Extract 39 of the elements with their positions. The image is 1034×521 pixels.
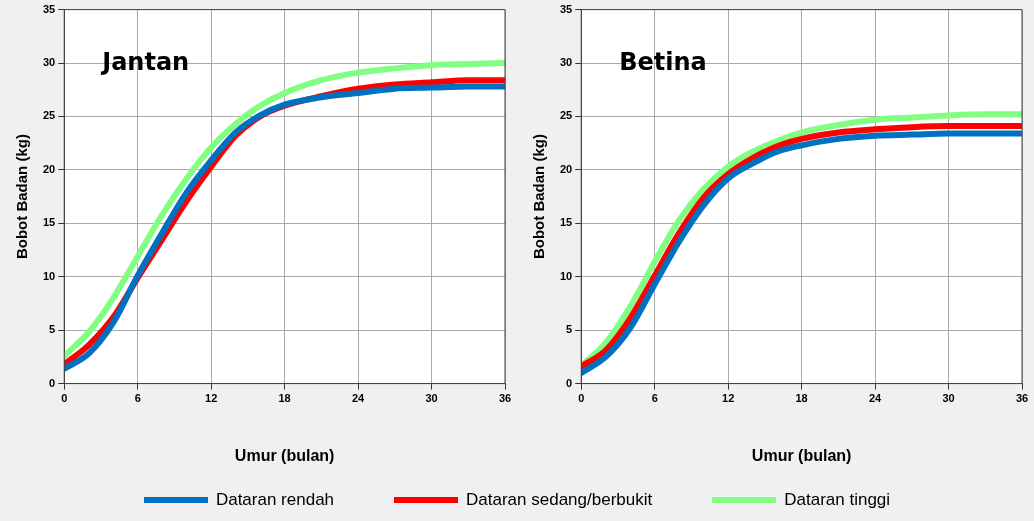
legend-label: Dataran rendah bbox=[215, 489, 335, 510]
y-tick-label: 30 bbox=[42, 56, 56, 69]
y-tick-label: 0 bbox=[566, 376, 573, 389]
y-tick-label: 35 bbox=[559, 2, 573, 15]
text: Betina bbox=[619, 47, 707, 76]
x-tick-label: 24 bbox=[351, 392, 366, 405]
x-tick-label: 0 bbox=[578, 392, 585, 405]
x-axis-title: Umur (bulan) bbox=[751, 446, 852, 464]
y-tick-label: 0 bbox=[49, 376, 56, 389]
x-tick-label: 24 bbox=[868, 392, 883, 405]
x-tick-label: 12 bbox=[722, 392, 735, 405]
legend-label: Dataran tinggi bbox=[784, 489, 891, 510]
y-tick-label: 10 bbox=[559, 269, 573, 282]
y-tick-label: 20 bbox=[559, 162, 573, 175]
x-axis-title: Umur (bulan) bbox=[234, 446, 335, 464]
x-tick-label: 36 bbox=[1015, 392, 1029, 405]
x-tick-label: 18 bbox=[278, 392, 291, 405]
x-tick-label: 6 bbox=[134, 392, 141, 405]
y-tick-label: 25 bbox=[42, 109, 56, 122]
y-tick-label: 5 bbox=[566, 323, 573, 336]
x-tick-label: 36 bbox=[498, 392, 512, 405]
x-tick-label: 18 bbox=[795, 392, 808, 405]
legend-label: Dataran sedang/berbukit bbox=[466, 489, 653, 510]
y-tick-label: 15 bbox=[42, 216, 56, 229]
y-axis-title: Bobot Badan (kg) bbox=[530, 134, 548, 260]
x-tick-label: 12 bbox=[205, 392, 218, 405]
y-tick-label: 15 bbox=[559, 216, 573, 229]
x-tick-label: 30 bbox=[942, 392, 955, 405]
y-tick-label: 35 bbox=[42, 2, 56, 15]
x-tick-label: 0 bbox=[61, 392, 68, 405]
y-tick-label: 10 bbox=[42, 269, 56, 282]
x-tick-label: 30 bbox=[425, 392, 438, 405]
x-tick-label: 6 bbox=[651, 392, 658, 405]
y-axis-title: Bobot Badan (kg) bbox=[13, 134, 31, 260]
y-tick-label: 5 bbox=[49, 323, 56, 336]
y-tick-label: 30 bbox=[559, 56, 573, 69]
text: Jantan bbox=[100, 47, 190, 76]
y-tick-label: 20 bbox=[42, 162, 56, 175]
y-tick-label: 25 bbox=[559, 109, 573, 122]
